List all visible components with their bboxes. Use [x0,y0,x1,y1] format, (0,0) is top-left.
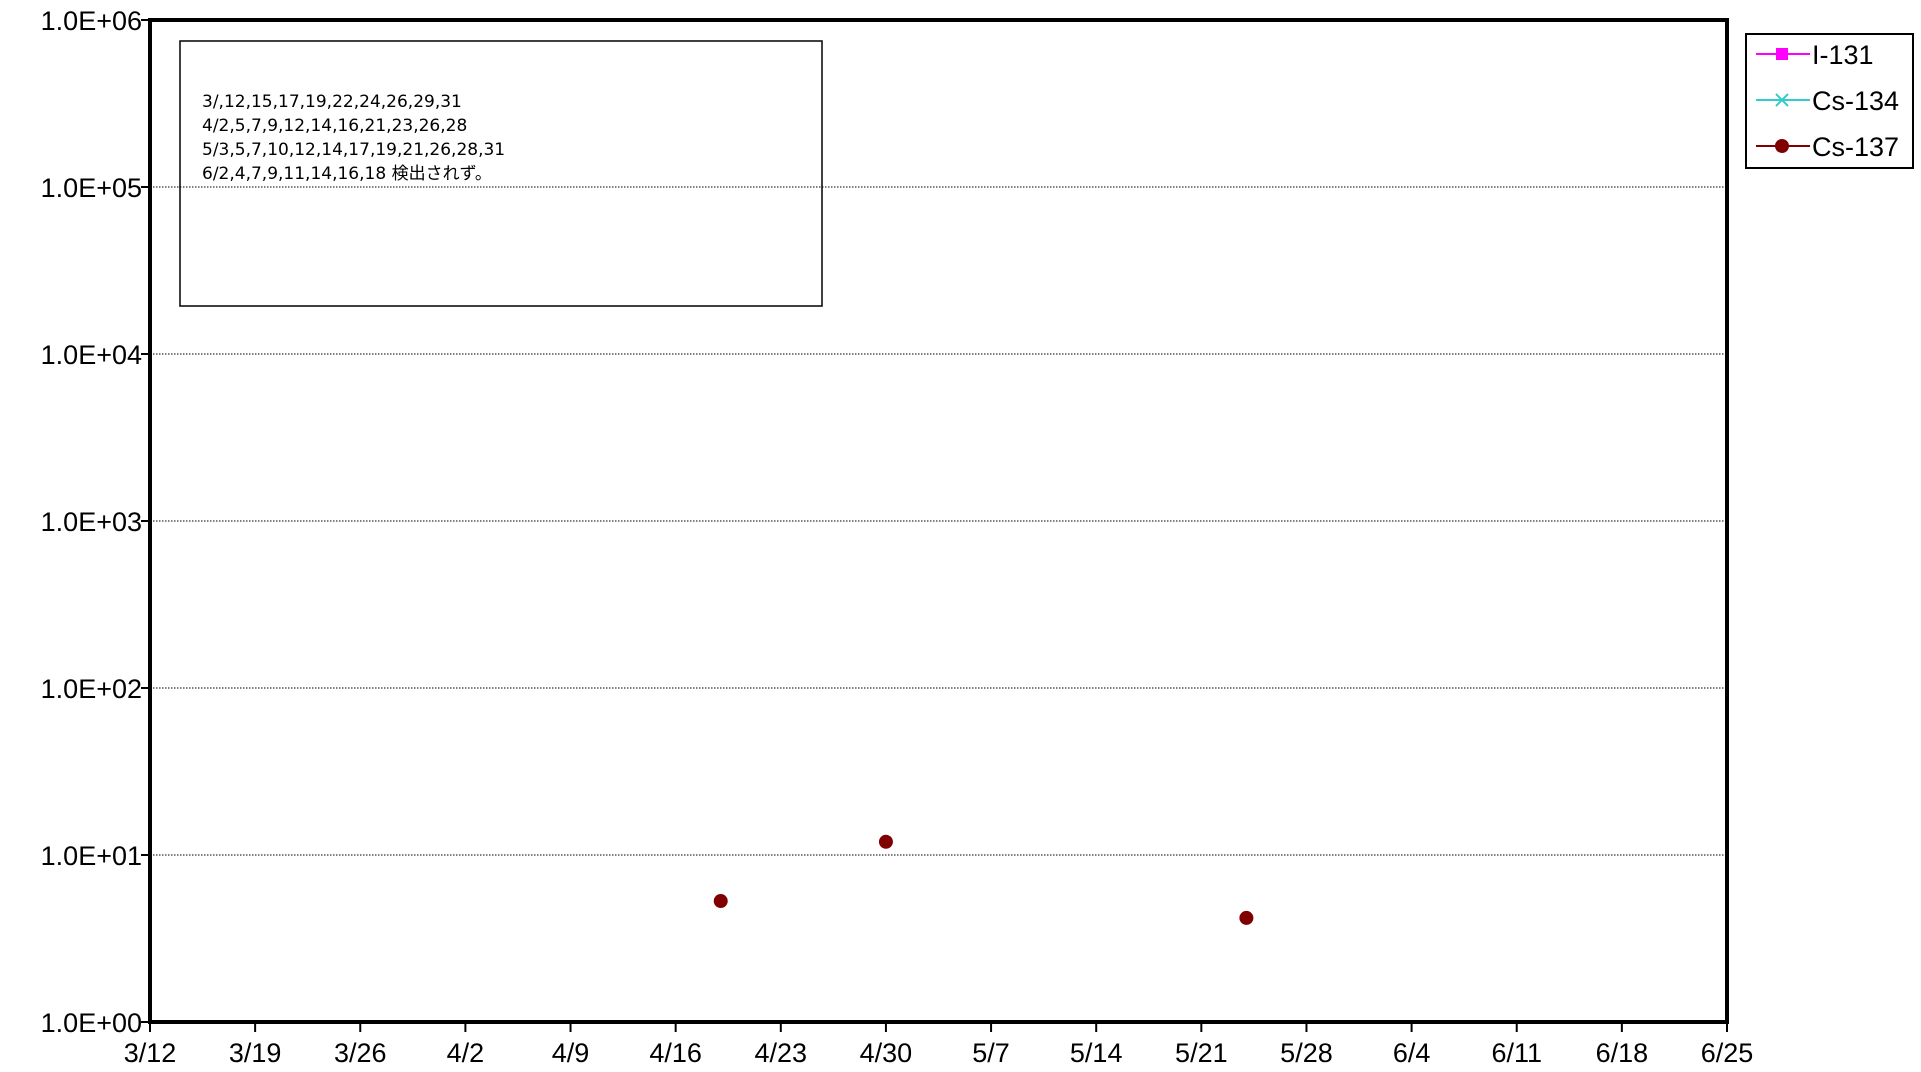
x-axis: 3/12 3/19 3/26 4/2 4/9 4/16 4/23 4/30 5/7 5/14 5/2… [124,1022,1754,1068]
note-line-1: 3/,12,15,17,19,22,24,26,29,31 [202,92,462,112]
data-points [713,834,1254,925]
y-tick-label: 1.0E+05 [41,173,142,203]
data-point [713,894,728,909]
x-tick-label: 5/7 [972,1038,1010,1068]
note-box-frame [179,40,823,307]
x-tick-label: 4/2 [447,1038,485,1068]
x-tick-label: 3/12 [124,1038,177,1068]
legend-label: Cs-137 [1812,132,1899,162]
legend-square-marker [1776,48,1788,60]
y-tick-label: 1.0E+00 [41,1008,142,1038]
plot-area-border [148,18,1729,1024]
note-box: 3/,12,15,17,19,22,24,26,29,31 4/2,5,7,9,… [179,40,823,307]
x-tick-label: 6/18 [1596,1038,1649,1068]
x-tick-label: 5/28 [1280,1038,1333,1068]
x-tick-label: 3/19 [229,1038,282,1068]
note-line-2: 4/2,5,7,9,12,14,16,21,23,26,28 [202,116,467,136]
data-point [878,834,893,849]
legend-item: Cs-134 [1756,86,1899,116]
x-tick-label: 5/21 [1175,1038,1228,1068]
x-tick-label: 6/11 [1491,1038,1542,1068]
legend-circle-marker [1775,139,1789,153]
note-line-4: 6/2,4,7,9,11,14,16,18 検出されず。 [202,164,492,184]
y-tick-label: 1.0E+02 [41,674,142,704]
x-tick-label: 4/23 [755,1038,808,1068]
grid-lines [150,186,1727,856]
legend-label: I-131 [1812,40,1874,70]
legend-item: Cs-137 [1756,132,1899,162]
legend: I-131 Cs-134 Cs-137 [1745,33,1914,169]
legend-x-marker [1775,93,1789,107]
y-tick-label: 1.0E+01 [41,841,142,871]
note-line-3: 5/3,5,7,10,12,14,17,19,21,26,28,31 [202,140,505,160]
x-tick-label: 4/16 [649,1038,702,1068]
legend-label: Cs-134 [1812,86,1899,116]
x-tick-label: 5/14 [1070,1038,1123,1068]
y-tick-label: 1.0E+04 [41,340,142,370]
y-tick-label: 1.0E+06 [41,6,142,36]
legend-item: I-131 [1756,40,1874,70]
y-axis: 1.0E+00 1.0E+01 1.0E+02 1.0E+03 1.0E+04 1.0E+… [41,6,150,1038]
x-tick-label: 3/26 [334,1038,387,1068]
y-tick-label: 1.0E+03 [41,507,142,537]
x-tick-label: 6/4 [1393,1038,1431,1068]
data-point [1239,910,1254,925]
x-tick-label: 4/30 [860,1038,913,1068]
x-tick-label: 4/9 [552,1038,590,1068]
x-tick-label: 6/25 [1701,1038,1754,1068]
